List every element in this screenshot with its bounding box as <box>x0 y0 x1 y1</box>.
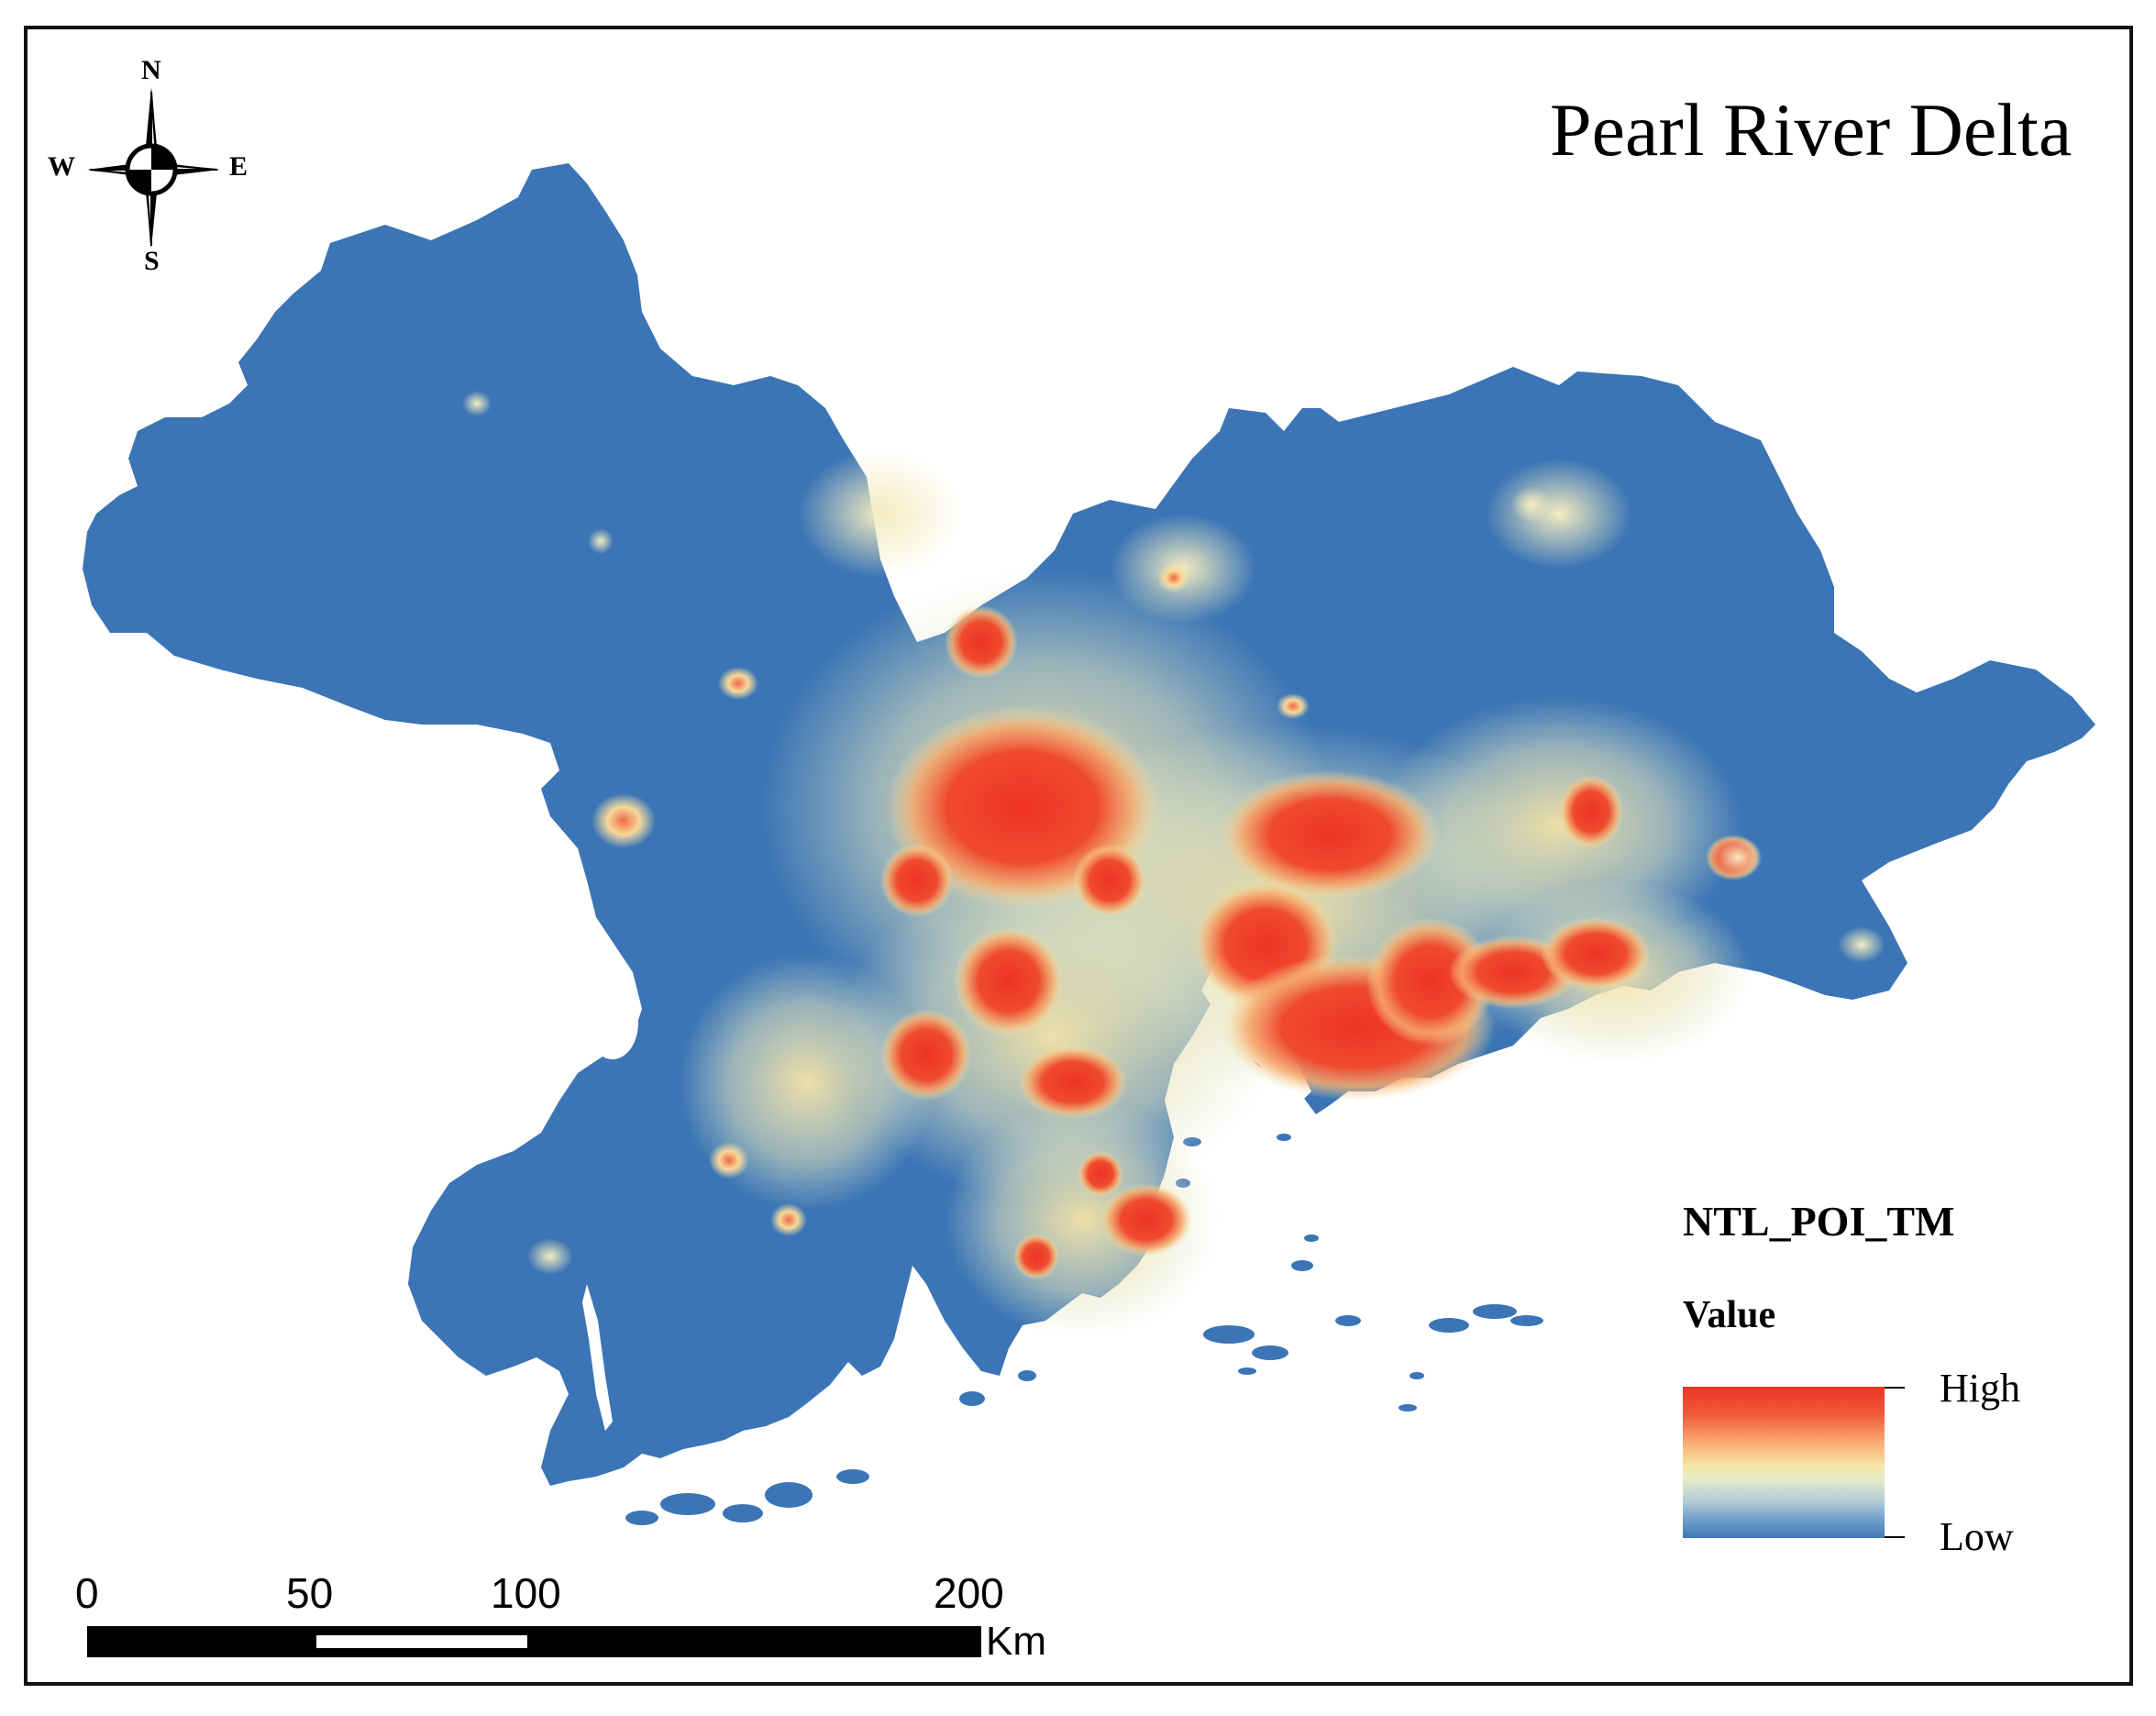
scale-tick-0: 0 <box>75 1569 99 1617</box>
legend-tick-low <box>1885 1536 1905 1538</box>
legend-low-label: Low <box>1940 1514 2014 1559</box>
map-title: Pearl River Delta <box>1550 88 2073 172</box>
legend-color-ramp <box>1683 1387 1885 1538</box>
urban-cores <box>880 605 1761 1279</box>
legend-title: NTL_POI_TM <box>1683 1198 1955 1245</box>
scale-tick-200: 200 <box>934 1569 1004 1617</box>
islands <box>625 1134 1543 1525</box>
scale-tick-100: 100 <box>491 1569 561 1617</box>
compass-north-label: N <box>141 55 161 85</box>
scale-bar <box>87 1626 981 1657</box>
compass-east-label: E <box>229 151 249 182</box>
legend-high-label: High <box>1940 1366 2020 1411</box>
legend-subtitle: Value <box>1683 1294 1776 1336</box>
estuary-west-channel <box>582 1284 613 1431</box>
compass-west-label: W <box>48 151 75 182</box>
lake-west <box>587 986 638 1059</box>
legend-tick-high <box>1885 1387 1905 1389</box>
compass-south-label: S <box>144 246 160 276</box>
scale-unit-label: Km <box>986 1619 1046 1664</box>
town-spots <box>462 391 1885 1275</box>
scale-tick-50: 50 <box>286 1569 334 1617</box>
compass-rose-icon <box>87 87 220 248</box>
